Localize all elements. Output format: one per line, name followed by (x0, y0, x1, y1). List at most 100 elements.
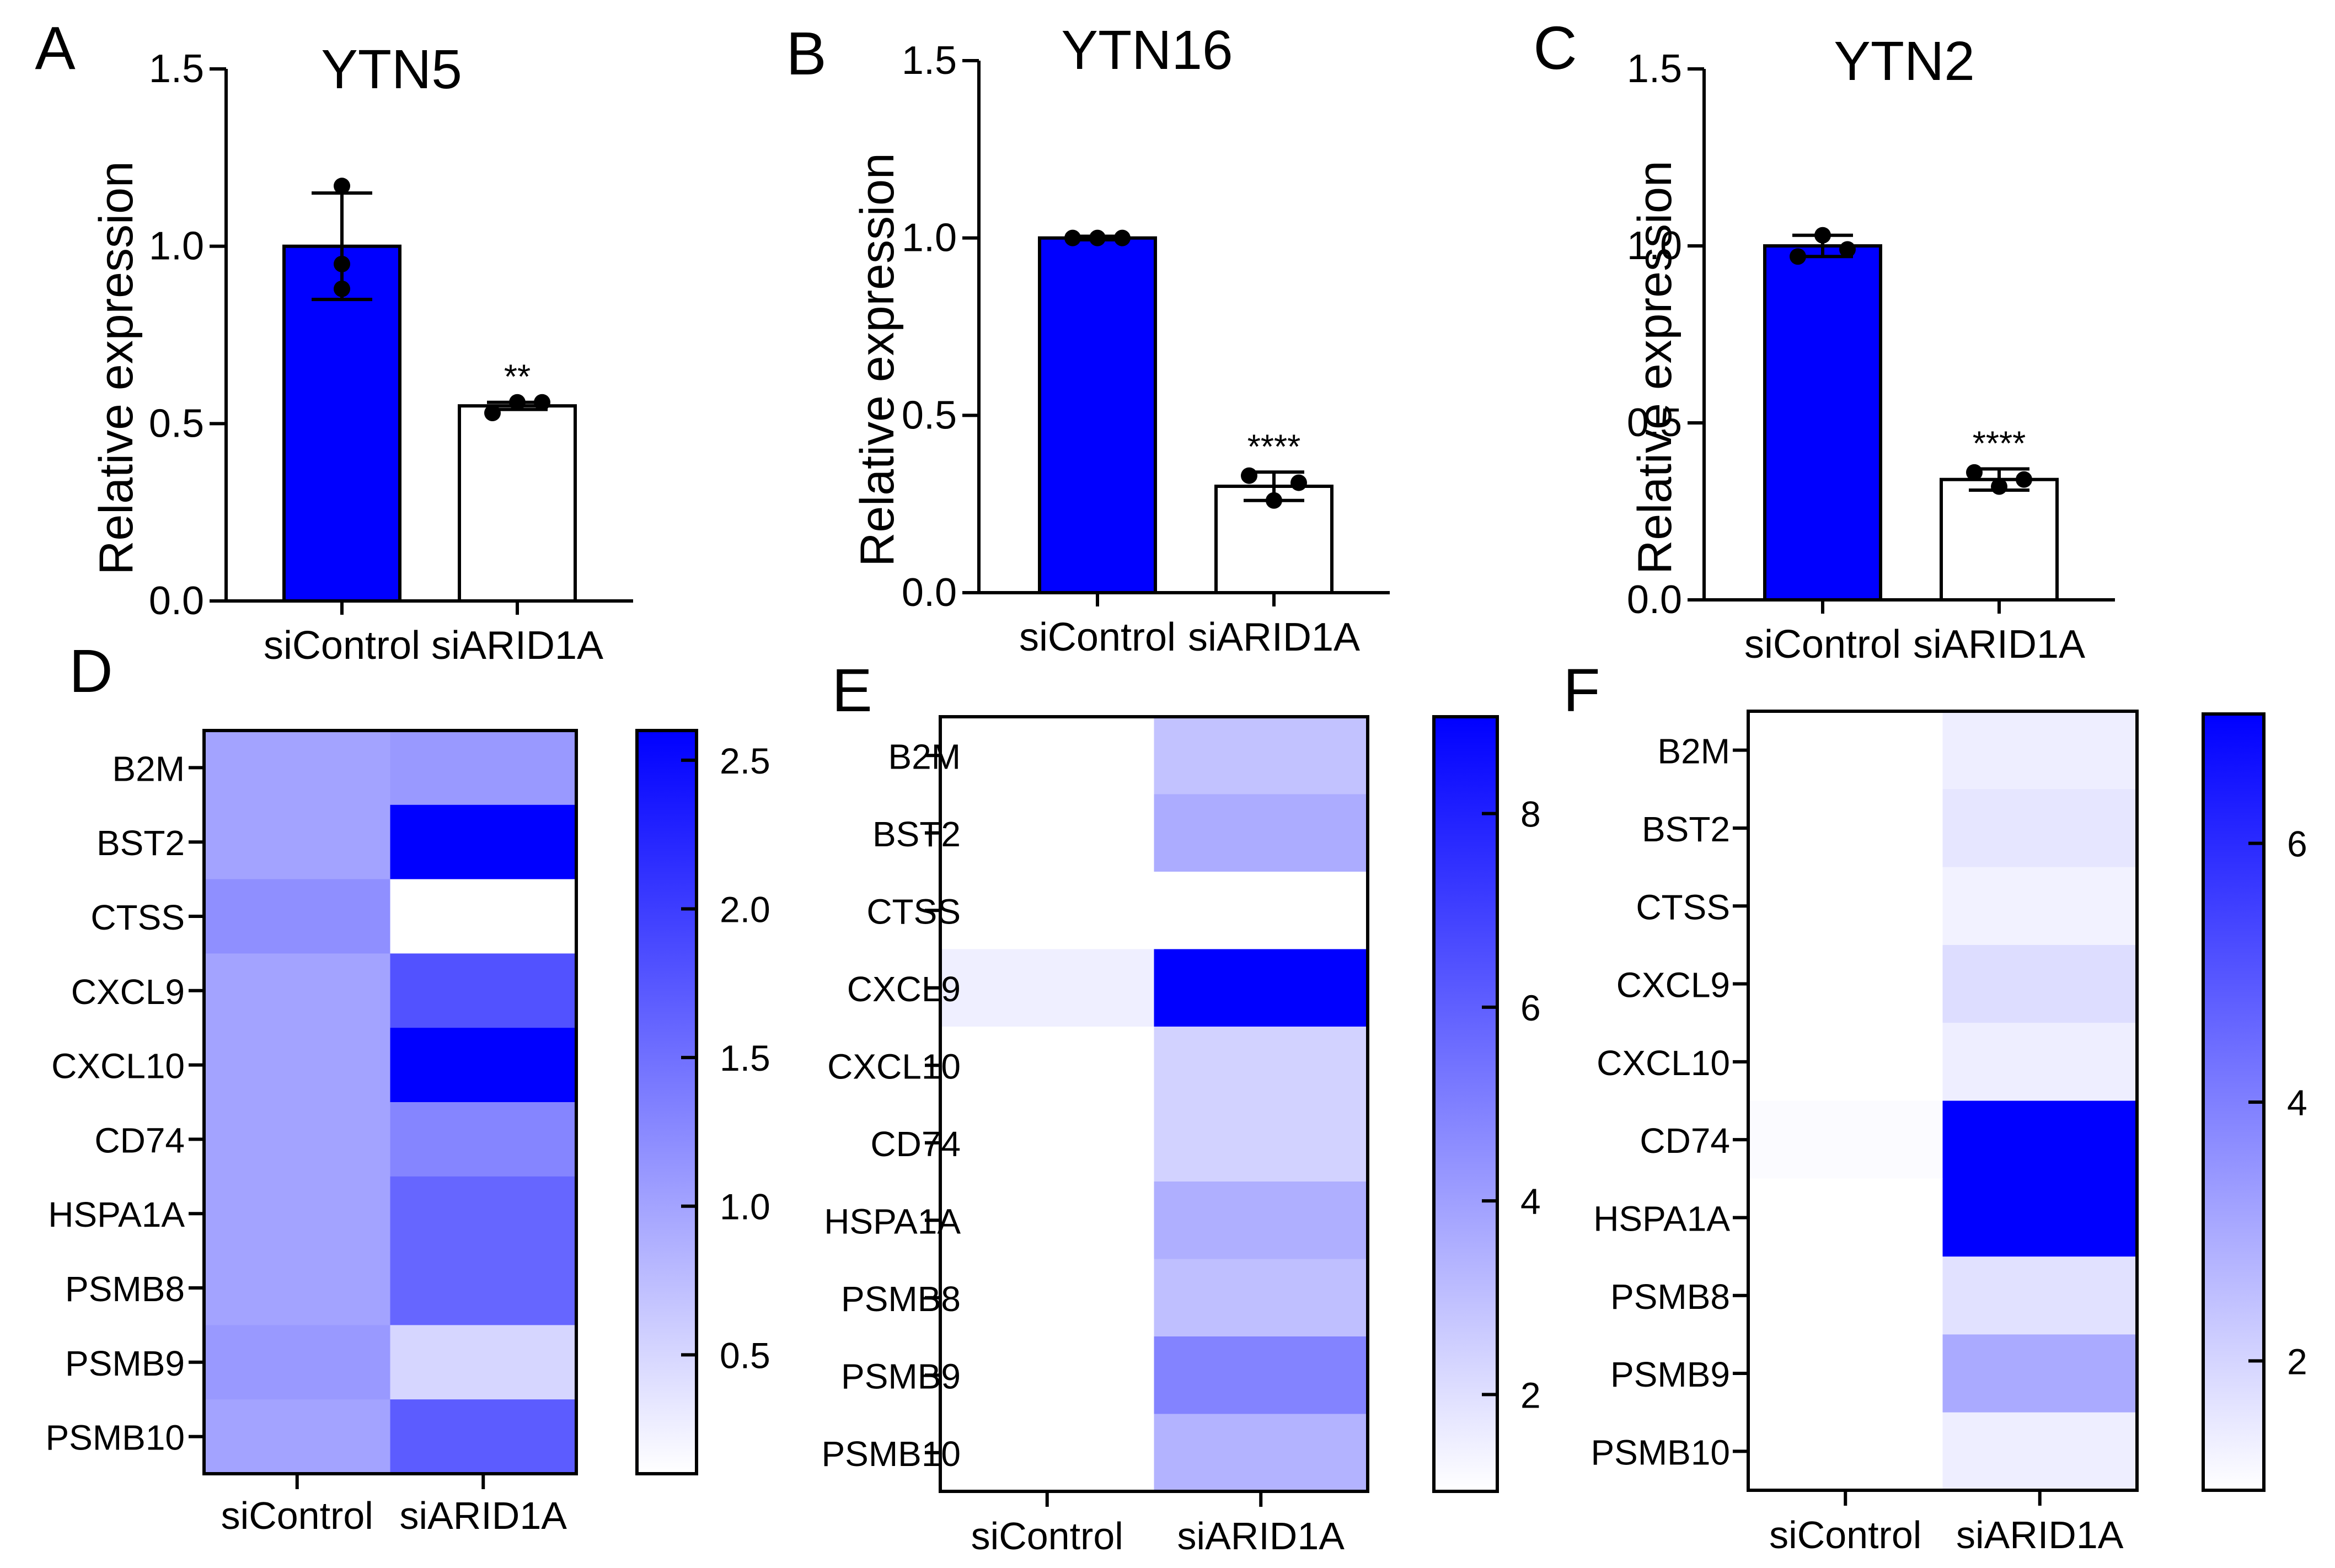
heatmap-cell (390, 879, 577, 954)
colorbar-tick-label: 6 (1520, 987, 1541, 1028)
heatmap-cell (1154, 1182, 1368, 1259)
heatmap-cell (1942, 711, 2138, 790)
x-tick-label: siARID1A (1913, 622, 2085, 667)
data-point (1790, 248, 1806, 265)
row-label-psmb9: PSMB9 (65, 1344, 185, 1383)
heatmap-cell (940, 1336, 1154, 1414)
heatmap-cell (204, 731, 390, 806)
panel-letter-c: C (1533, 14, 1577, 82)
heatmap-cell (204, 804, 390, 880)
heatmap-cell (204, 1176, 390, 1252)
panel-letter-f: F (1563, 657, 1600, 724)
row-label-b2m: B2M (112, 749, 185, 788)
y-tick-label: 0.5 (149, 401, 204, 445)
row-label-psmb9: PSMB9 (1610, 1355, 1730, 1394)
heatmap-cell (1748, 944, 1943, 1023)
heatmap-cell (1748, 1178, 1943, 1257)
row-label-hspa1a: HSPA1A (1593, 1199, 1730, 1238)
heatmap-cell (1154, 1027, 1368, 1104)
heatmap-cell (204, 1399, 390, 1474)
significance-label: **** (1973, 425, 2026, 463)
heatmap-cell (940, 1414, 1154, 1492)
y-tick-label: 1.5 (1627, 47, 1682, 91)
heatmap-cell (1748, 867, 1943, 946)
heatmap-cell (204, 1325, 390, 1400)
row-label-ctss: CTSS (1636, 887, 1730, 927)
data-point (534, 394, 550, 411)
data-point (334, 280, 350, 297)
data-point (1241, 467, 1257, 484)
x-tick-label: siARID1A (431, 624, 603, 668)
data-point (2016, 471, 2032, 488)
heatmap-cell (1942, 1256, 2138, 1335)
heatmap-cell (390, 731, 577, 806)
y-axis-label: Relative expression (90, 161, 143, 574)
data-point (1839, 241, 1856, 258)
row-label-bst2: BST2 (872, 814, 961, 854)
data-point (1966, 464, 1983, 481)
heatmap-cell (390, 804, 577, 880)
heatmap-cell (1748, 1100, 1943, 1179)
y-tick-label: 1.5 (902, 39, 957, 83)
colorbar-tick-label: 2.5 (720, 740, 770, 781)
y-tick-label: 0.5 (902, 393, 957, 437)
row-label-cxcl9: CXCL9 (1616, 965, 1730, 1005)
panel-letter-a: A (35, 14, 76, 82)
row-label-ctss: CTSS (90, 898, 185, 937)
row-label-cd74: CD74 (94, 1120, 185, 1160)
row-label-bst2: BST2 (97, 823, 185, 863)
heatmap-cell (1942, 789, 2138, 868)
row-label-cxcl9: CXCL9 (847, 969, 961, 1009)
x-tick-label: siControl (264, 624, 420, 668)
heatmap-cell (1942, 1023, 2138, 1101)
y-tick-label: 0.0 (902, 571, 957, 615)
data-point (1991, 478, 2007, 495)
row-label-cd74: CD74 (870, 1124, 961, 1164)
data-point (334, 178, 350, 195)
heatmap-cell (1748, 711, 1943, 790)
heatmap-cell (390, 1102, 577, 1177)
heatmap-cell (1942, 1412, 2138, 1491)
row-label-bst2: BST2 (1642, 809, 1730, 849)
panel-title: YTN5 (321, 39, 462, 100)
row-label-cxcl9: CXCL9 (71, 972, 185, 1012)
heatmap-cell (390, 1028, 577, 1103)
x-tick-label: siControl (1744, 622, 1901, 667)
panel-letter-b: B (786, 20, 826, 88)
column-label-siarid1a: siARID1A (1177, 1515, 1345, 1558)
y-axis-label: Relative expression (1629, 160, 1681, 574)
heatmap-cell (940, 1027, 1154, 1104)
heatmap-cell (1154, 872, 1368, 949)
row-label-psmb10: PSMB10 (45, 1418, 185, 1458)
heatmap-cell (1748, 789, 1943, 868)
row-label-cxcl10: CXCL10 (827, 1046, 961, 1086)
colorbar-tick-label: 8 (1520, 794, 1541, 835)
y-tick-label: 0.0 (149, 579, 204, 623)
panel-letter-e: E (832, 657, 872, 724)
row-label-psmb8: PSMB8 (65, 1269, 185, 1309)
x-tick-label: siControl (1019, 615, 1176, 659)
y-tick-label: 1.0 (149, 224, 204, 269)
heatmap-cell (1154, 1336, 1368, 1414)
colorbar-tick-label: 1.5 (720, 1038, 770, 1078)
row-label-cxcl10: CXCL10 (51, 1046, 185, 1086)
column-label-siarid1a: siARID1A (400, 1494, 567, 1537)
data-point (509, 394, 526, 411)
heatmap-cell (1154, 949, 1368, 1027)
column-label-sicontrol: siControl (971, 1515, 1123, 1558)
heatmap-cell (1942, 1100, 2138, 1179)
significance-label: **** (1247, 428, 1301, 466)
heatmap-cell (1154, 1104, 1368, 1182)
data-point (1290, 474, 1307, 491)
panel-title: YTN16 (1061, 19, 1233, 81)
heatmap-cell (390, 1250, 577, 1325)
panel-letter-d: D (69, 637, 113, 705)
heatmap-frame (202, 729, 578, 1475)
row-label-hspa1a: HSPA1A (48, 1195, 185, 1234)
row-label-psmb10: PSMB10 (1590, 1432, 1730, 1472)
heatmap-cell (1154, 717, 1368, 794)
heatmap-cell (1748, 1023, 1943, 1101)
heatmap-cell (1154, 794, 1368, 872)
data-point (334, 255, 350, 272)
